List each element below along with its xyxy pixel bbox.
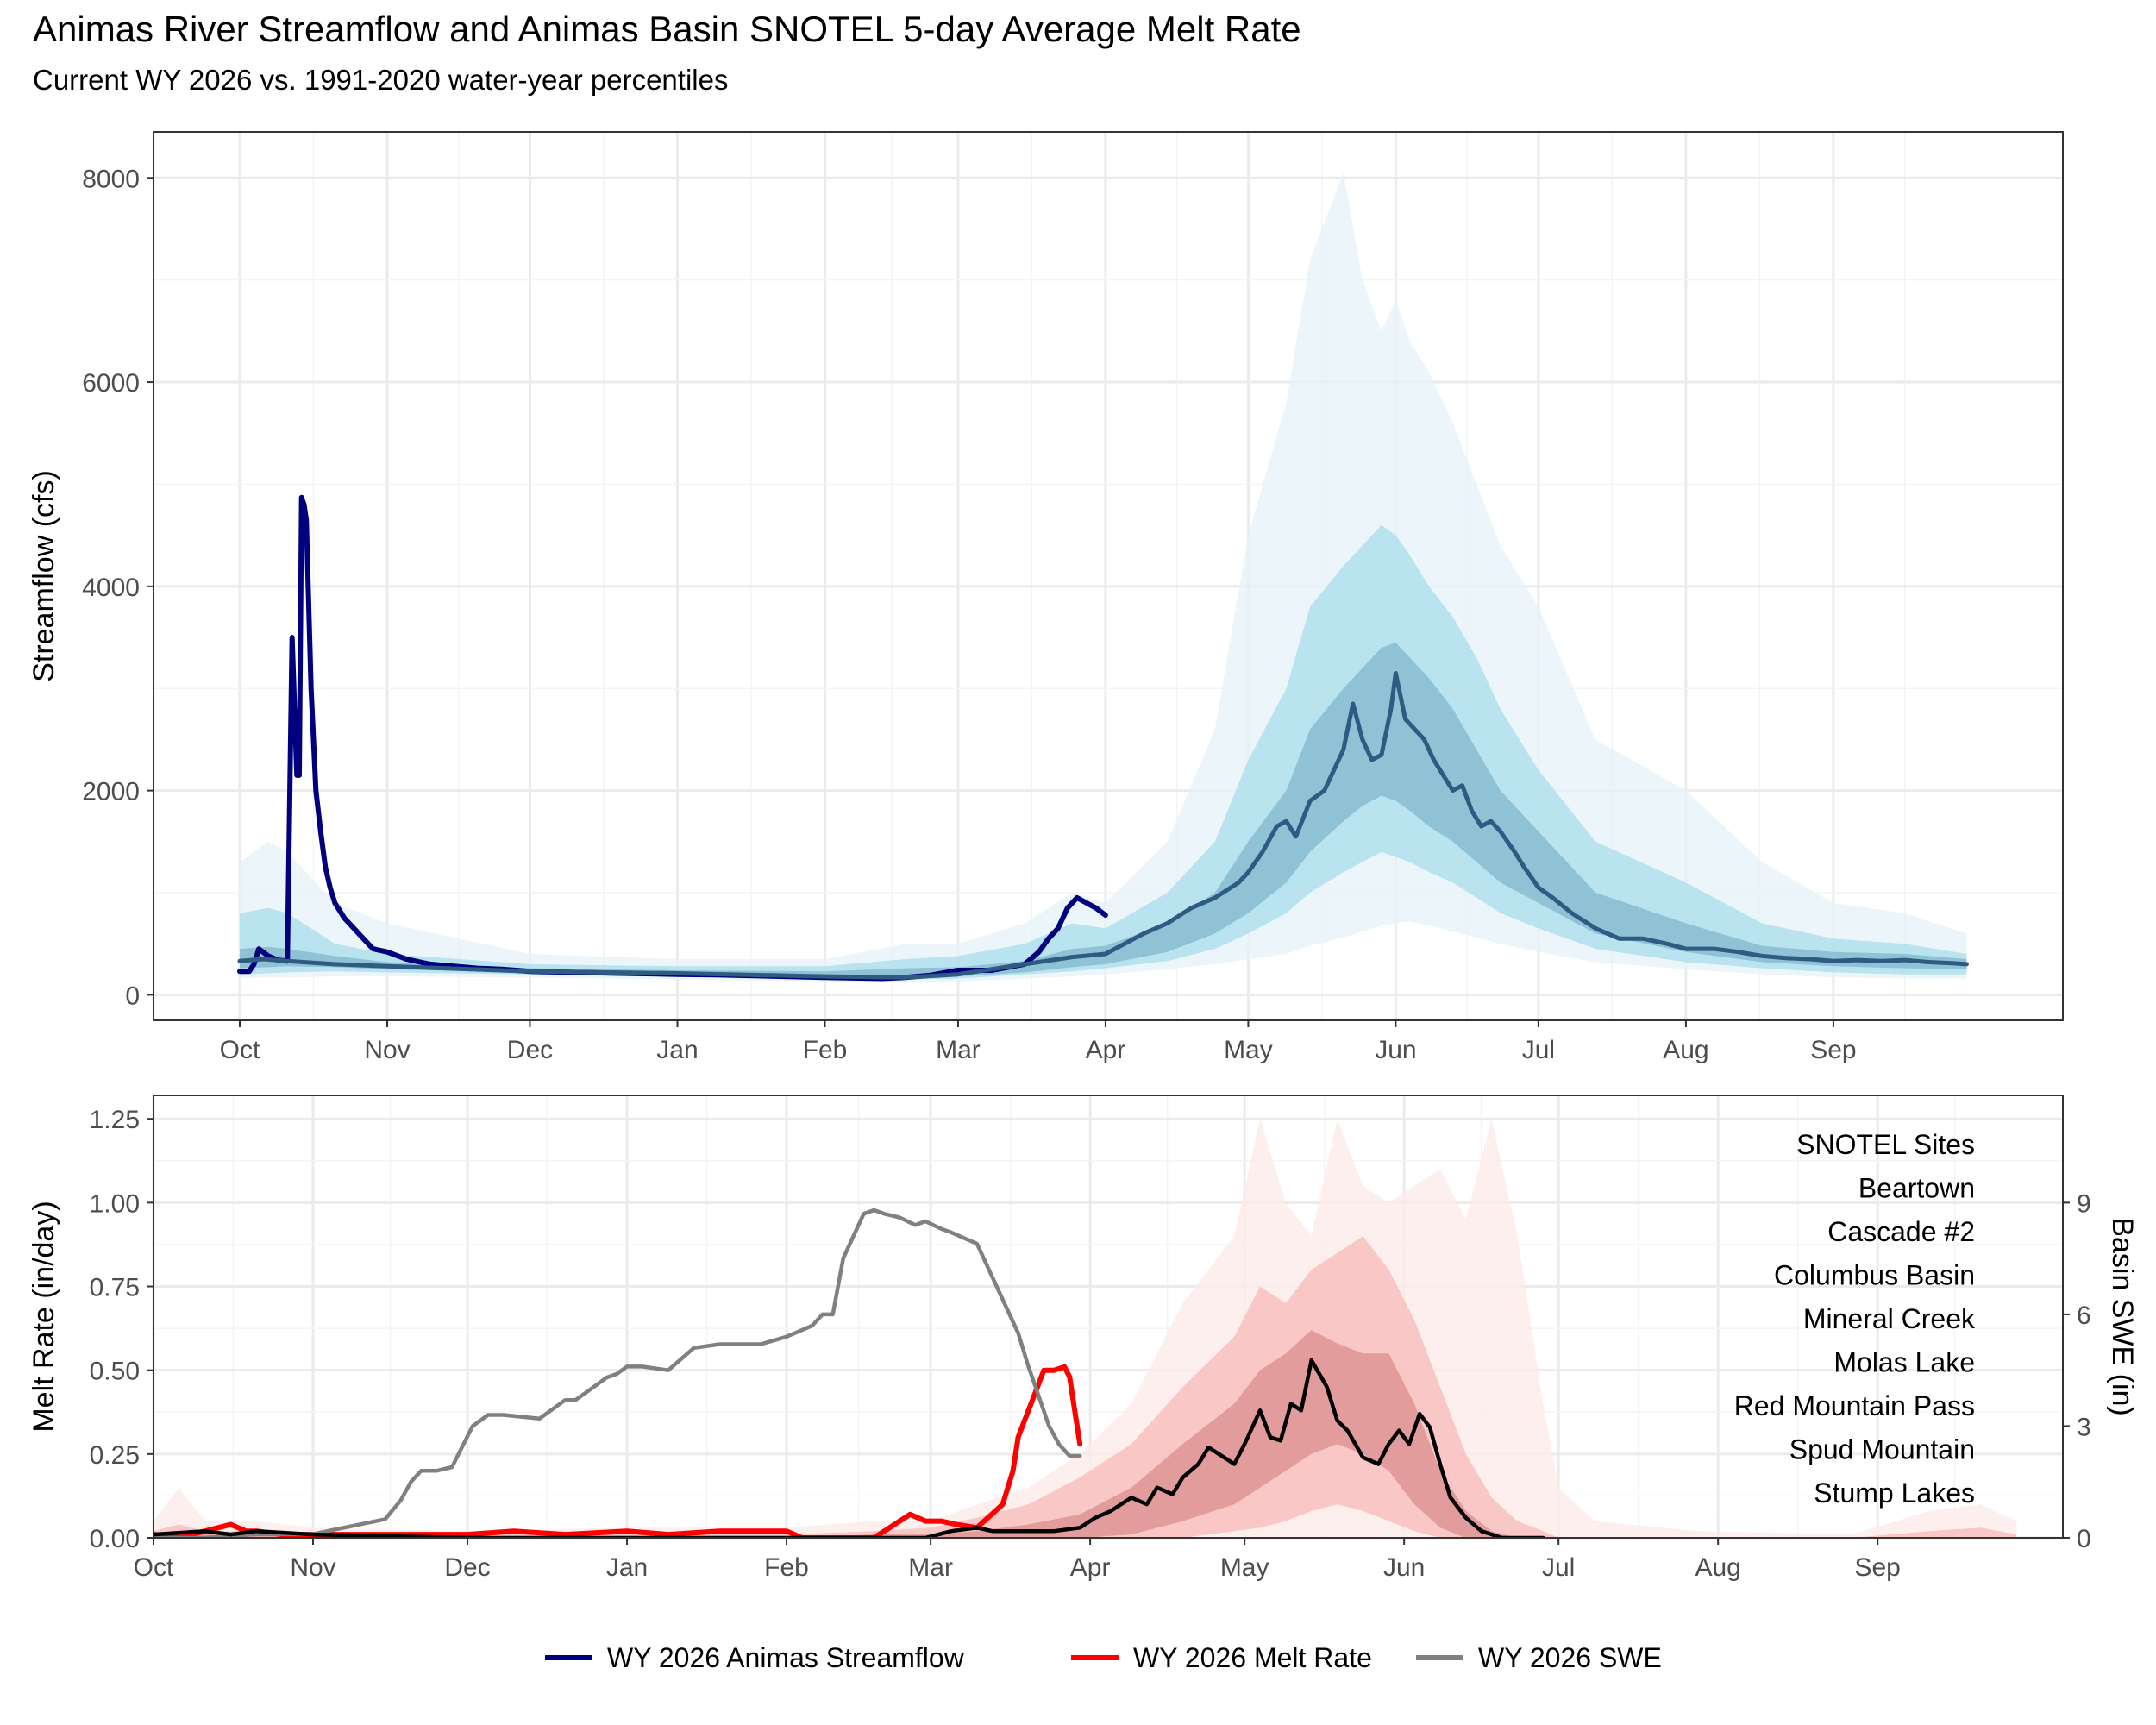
x-tick-label: May <box>1220 1553 1269 1582</box>
series-line-wy-2026-melt-rate <box>154 1364 1083 1538</box>
x-tick-label: Aug <box>1663 1036 1708 1064</box>
x-tick-label: Aug <box>1695 1553 1740 1582</box>
percentile-band-inner <box>240 643 1967 978</box>
y2-tick-label: 3 <box>2077 1413 2091 1441</box>
y2-tick-label: 0 <box>2077 1525 2091 1553</box>
y-tick-label: 6000 <box>82 369 140 398</box>
series-line-wy-2026-swe <box>154 1208 1082 1538</box>
plot-area-top <box>237 172 1969 983</box>
x-tick-label: Sep <box>1810 1036 1856 1064</box>
y-tick-label: 0.25 <box>90 1441 140 1470</box>
x-tick-label: Jul <box>1522 1036 1555 1064</box>
y-tick-label: 1.00 <box>90 1189 140 1218</box>
annotation-site: Spud Mountain <box>1789 1434 1975 1465</box>
x-tick-label: Jan <box>656 1036 698 1064</box>
annotation-site: Molas Lake <box>1833 1347 1975 1378</box>
percentile-band-outer <box>240 172 1967 983</box>
x-tick-label: Nov <box>290 1553 335 1582</box>
x-tick-label: Jul <box>1542 1553 1575 1582</box>
y2-tick-label: 6 <box>2077 1302 2091 1330</box>
x-tick-label: May <box>1224 1036 1273 1064</box>
percentile-band-outer <box>154 1119 2017 1538</box>
x-tick-label: Feb <box>803 1036 848 1064</box>
y-tick-label: 0 <box>125 982 140 1010</box>
annotation-title: SNOTEL Sites <box>1796 1129 1975 1160</box>
x-tick-label: Oct <box>134 1553 174 1582</box>
percentile-band-mid <box>154 1236 2017 1538</box>
y-tick-label: 4000 <box>82 574 140 602</box>
y-tick-label: 2000 <box>82 778 140 806</box>
x-tick-label: Oct <box>220 1036 260 1064</box>
y-tick-label: 1.25 <box>90 1106 140 1134</box>
x-tick-label: Feb <box>764 1553 809 1582</box>
x-tick-label: Sep <box>1854 1553 1900 1582</box>
x-tick-label: Mar <box>936 1036 981 1064</box>
panel-bottom: 0.00 0.25 0.50 0.75 1.00 1.25 Oct Nov Dec Jan Feb M… <box>28 1095 2139 1582</box>
y-tick-label: 8000 <box>82 165 140 193</box>
plot-area-bottom <box>154 1119 2017 1538</box>
y-tick-label: 0.00 <box>90 1525 140 1553</box>
chart-title: Animas River Streamflow and Animas Basin… <box>33 9 1301 49</box>
series-line-wy-2026-animas-streamflow <box>237 494 1108 982</box>
median-line <box>237 671 1969 980</box>
chart-subtitle: Current WY 2026 vs. 1991-2020 water-year… <box>33 64 729 96</box>
median-line <box>154 1358 1545 1538</box>
legend-label: WY 2026 Animas Streamflow <box>607 1642 965 1673</box>
x-tick-label: Dec <box>444 1553 490 1582</box>
y-tick-label: 0.50 <box>90 1358 140 1386</box>
x-tick-label: Jun <box>1375 1036 1416 1064</box>
x-tick-label: Apr <box>1070 1553 1111 1582</box>
x-tick-label: Nov <box>364 1036 410 1064</box>
x-tick-label: Apr <box>1086 1036 1126 1064</box>
legend-item: WY 2026 Melt Rate <box>1071 1642 1372 1673</box>
panel-border <box>153 1095 2064 1539</box>
y-axis-title: Streamflow (cfs) <box>28 470 60 682</box>
x-tick-label: Mar <box>908 1553 953 1582</box>
legend-item: WY 2026 SWE <box>1416 1642 1662 1673</box>
annotation-site: Red Mountain Pass <box>1734 1390 1975 1421</box>
panel-top: 0 2000 4000 6000 8000 Oct Nov Dec Jan Feb Mar Apr Ma… <box>28 131 2064 1064</box>
y-axis-title: Melt Rate (in/day) <box>28 1201 60 1432</box>
x-tick-label: Dec <box>507 1036 553 1064</box>
y2-tick-label: 9 <box>2077 1189 2091 1218</box>
annotation-site: Stump Lakes <box>1814 1477 1975 1509</box>
legend: WY 2026 Animas Streamflow WY 2026 Melt Ra… <box>545 1642 1662 1673</box>
panel-border <box>153 131 2064 1021</box>
x-tick-label: Jun <box>1383 1553 1425 1582</box>
y2-axis-title: Basin SWE (in) <box>2106 1217 2139 1416</box>
annotation-site: Mineral Creek <box>1803 1303 1976 1334</box>
annotation-site: Cascade #2 <box>1827 1216 1975 1247</box>
legend-label: WY 2026 Melt Rate <box>1133 1642 1372 1673</box>
annotation-site: Beartown <box>1858 1173 1975 1204</box>
y-tick-label: 0.75 <box>90 1274 140 1302</box>
annotation-site: Columbus Basin <box>1774 1260 1975 1291</box>
x-tick-label: Jan <box>606 1553 648 1582</box>
legend-item: WY 2026 Animas Streamflow <box>545 1642 965 1673</box>
legend-label: WY 2026 SWE <box>1478 1642 1662 1673</box>
